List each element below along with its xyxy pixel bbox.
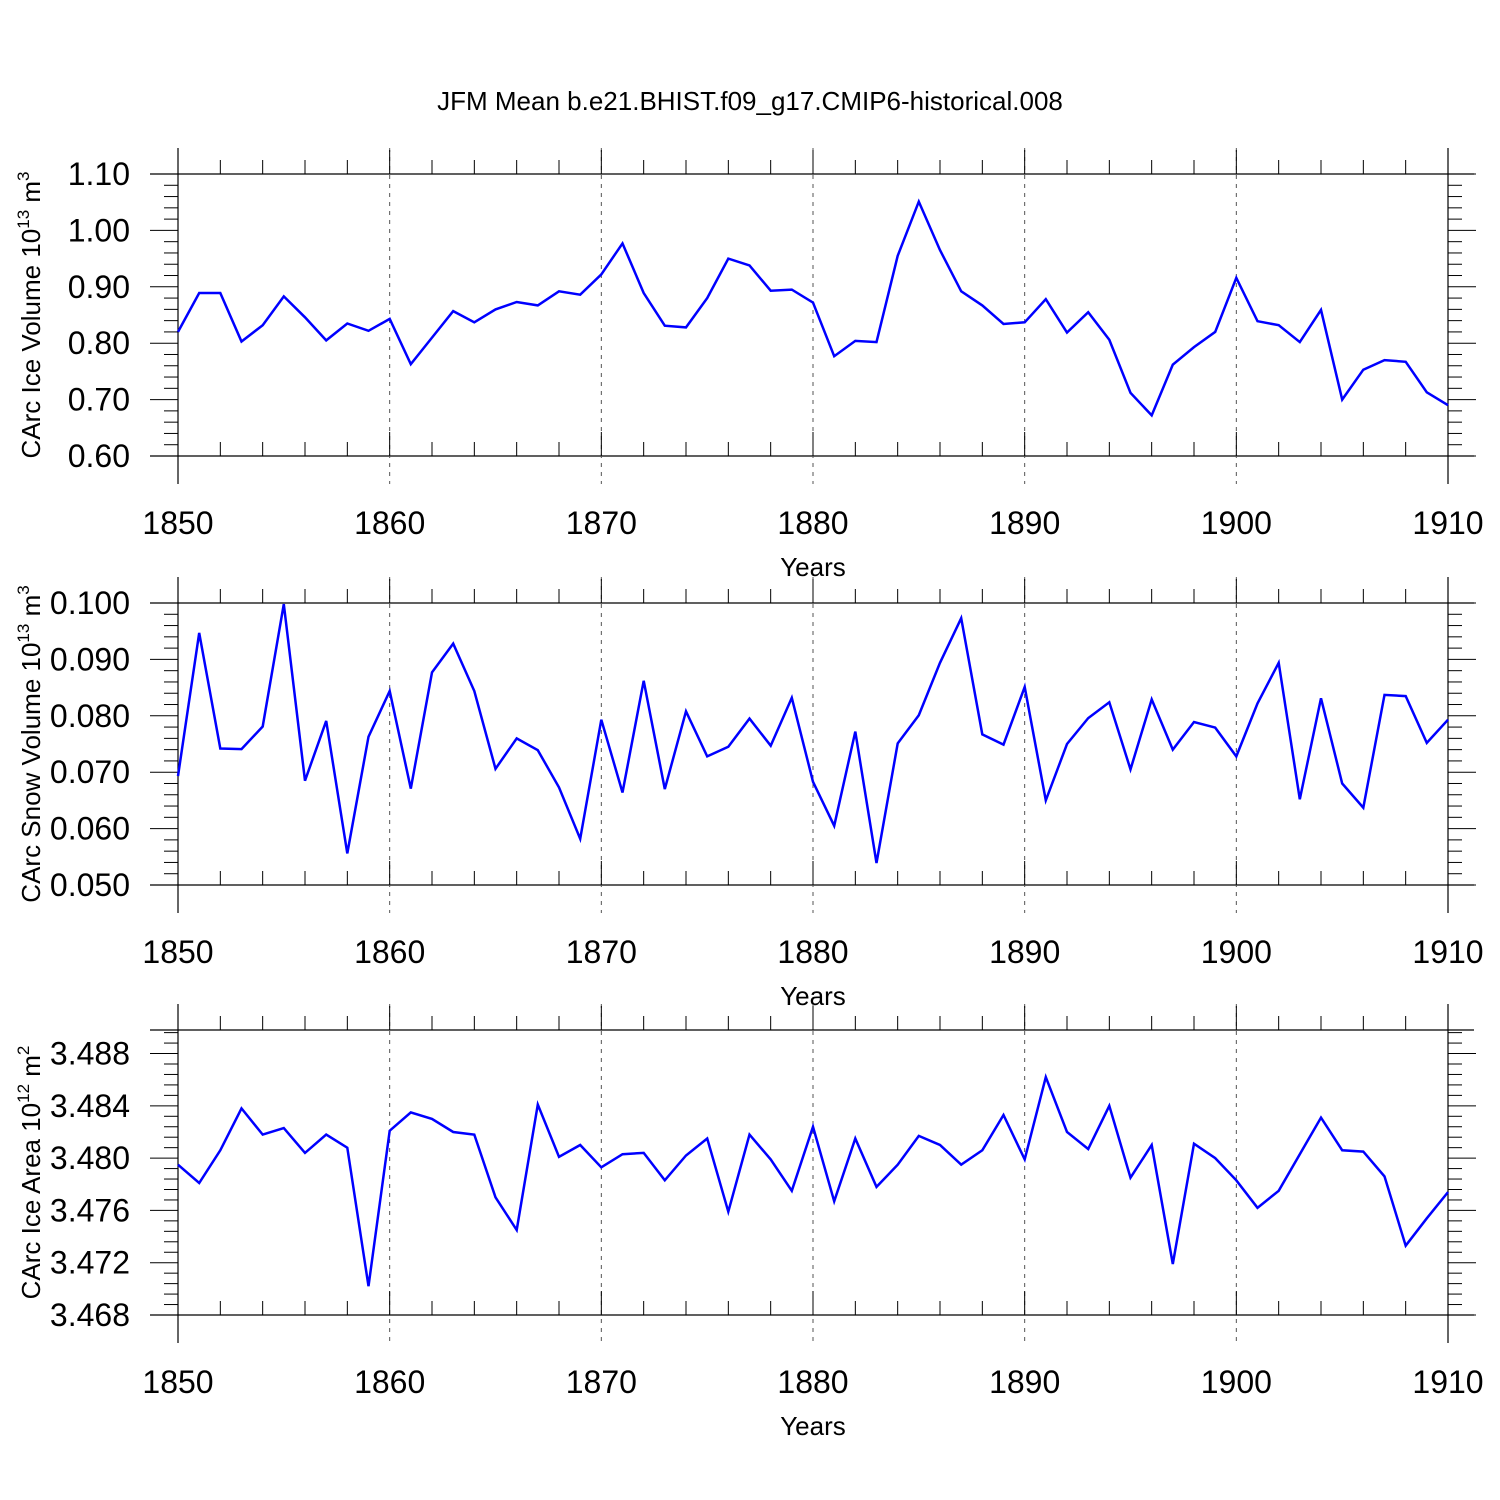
- panel-1: 0.60 0.70 0.80 0.90 1.00 1.10 1850 1860 1870 1880…: [14, 148, 1484, 582]
- y-tick-label: 3.480: [50, 1140, 130, 1176]
- x-tick-label: 1880: [777, 934, 848, 970]
- y-tick-label: 3.488: [50, 1036, 130, 1072]
- y-tick-label: 0.080: [50, 698, 130, 734]
- panel-3: 3.468 3.472 3.476 3.480 3.484 3.488 1850 1860 18…: [14, 1004, 1484, 1441]
- y-tick-label: 1.00: [68, 212, 130, 248]
- x-tick-label: 1880: [777, 1364, 848, 1400]
- y-axis-title: CArc Snow Volume 1013 m3: [14, 585, 46, 902]
- x-axis-title: Years: [780, 1411, 846, 1441]
- y-tick-label: 0.60: [68, 438, 130, 474]
- x-tick-label: 1870: [566, 1364, 637, 1400]
- x-tick-label: 1860: [354, 934, 425, 970]
- x-tick-label: 1880: [777, 505, 848, 541]
- figure-title: JFM Mean b.e21.BHIST.f09_g17.CMIP6-histo…: [437, 86, 1063, 116]
- y-tick-label: 0.90: [68, 269, 130, 305]
- panel-2: 0.050 0.060 0.070 0.080 0.090 0.100 1850 1860 18…: [14, 577, 1484, 1011]
- y-tick-label: 3.476: [50, 1192, 130, 1228]
- x-tick-label: 1860: [354, 1364, 425, 1400]
- x-tick-label: 1850: [142, 1364, 213, 1400]
- y-tick-label: 0.050: [50, 867, 130, 903]
- y-tick-label: 3.468: [50, 1297, 130, 1333]
- x-tick-label: 1910: [1412, 934, 1483, 970]
- x-tick-label: 1860: [354, 505, 425, 541]
- x-tick-label: 1910: [1412, 505, 1483, 541]
- series-line: [176, 603, 1449, 864]
- y-axis-title: CArc Ice Volume 1013 m3: [14, 171, 46, 458]
- y-tick-label: 0.80: [68, 325, 130, 361]
- x-tick-label: 1870: [566, 934, 637, 970]
- y-tick-label: 0.090: [50, 641, 130, 677]
- x-tick-label: 1900: [1201, 934, 1272, 970]
- x-tick-label: 1900: [1201, 1364, 1272, 1400]
- y-tick-label: 1.10: [68, 156, 130, 192]
- x-tick-label: 1850: [142, 934, 213, 970]
- x-tick-label: 1850: [142, 505, 213, 541]
- y-tick-label: 0.060: [50, 811, 130, 847]
- x-tick-label: 1900: [1201, 505, 1272, 541]
- x-tick-label: 1890: [989, 1364, 1060, 1400]
- x-tick-label: 1890: [989, 505, 1060, 541]
- y-tick-label: 3.484: [50, 1088, 130, 1124]
- x-tick-label: 1910: [1412, 1364, 1483, 1400]
- x-tick-label: 1870: [566, 505, 637, 541]
- y-tick-label: 0.70: [68, 382, 130, 418]
- x-tick-label: 1890: [989, 934, 1060, 970]
- y-tick-label: 3.472: [50, 1245, 130, 1281]
- y-axis-title: CArc Ice Area 1012 m2: [14, 1046, 46, 1300]
- series-line: [176, 198, 1449, 418]
- y-tick-label: 0.100: [50, 585, 130, 621]
- series-line: [177, 1073, 1449, 1287]
- y-tick-label: 0.070: [50, 754, 130, 790]
